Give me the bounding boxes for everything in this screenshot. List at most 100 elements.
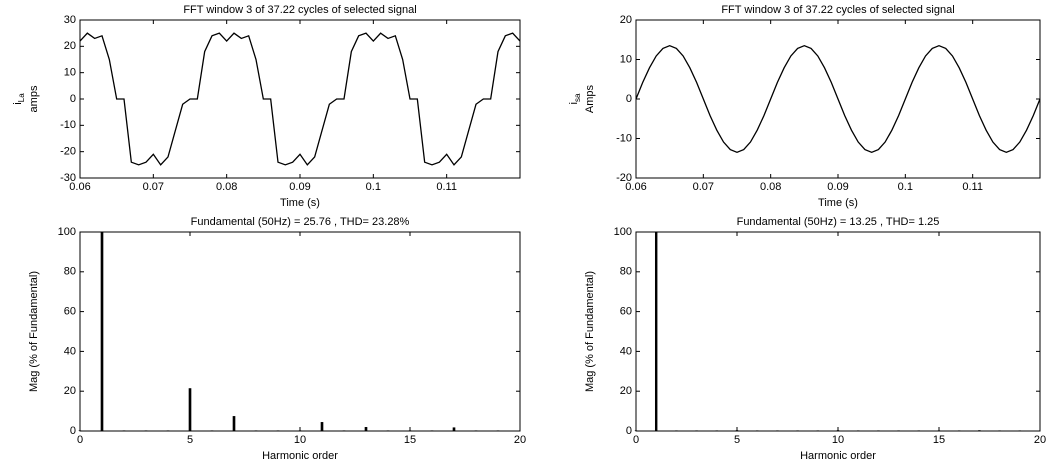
y-tick-label: 60 <box>620 306 632 318</box>
chart-title: FFT window 3 of 37.22 cycles of selected… <box>183 4 416 16</box>
x-tick-label: 0.09 <box>289 181 310 193</box>
y-tick-label: 60 <box>64 306 76 318</box>
bar <box>998 430 1001 431</box>
y-tick-label: 0 <box>626 425 632 437</box>
bar <box>166 430 170 431</box>
y-axis-symbol-text: i <box>12 102 24 104</box>
y-tick-label: 30 <box>64 14 76 26</box>
x-tick-label: 0.07 <box>693 181 714 193</box>
bar <box>78 430 82 431</box>
y-axis-subscript: sa <box>573 93 582 102</box>
chart-title: FFT window 3 of 37.22 cycles of selected… <box>721 4 954 16</box>
x-tick-label: 0 <box>633 434 639 446</box>
bar <box>408 430 412 431</box>
y-tick-label: 100 <box>614 226 632 238</box>
bar <box>755 430 759 431</box>
x-tick-label: 0 <box>77 434 83 446</box>
plot-area <box>635 231 1041 432</box>
bar <box>776 430 779 431</box>
y-tick-label: -20 <box>616 172 632 184</box>
y-tick-label: -10 <box>60 119 76 131</box>
x-tick-label: 0.07 <box>143 181 164 193</box>
bar <box>474 430 478 431</box>
bar <box>654 232 658 431</box>
bar <box>188 388 192 431</box>
x-tick-label: 5 <box>734 434 740 446</box>
bar <box>210 430 214 431</box>
x-tick-label: 20 <box>514 434 526 446</box>
y-tick-label: 0 <box>70 93 76 105</box>
bar <box>100 232 104 431</box>
bar <box>254 430 258 431</box>
bar <box>836 430 840 431</box>
x-axis-label: Time (s) <box>818 197 858 209</box>
y-tick-label: 80 <box>620 266 632 278</box>
x-tick-label: 10 <box>832 434 844 446</box>
bar <box>695 430 698 431</box>
y-tick-label: -20 <box>60 146 76 158</box>
bar <box>1018 430 1022 431</box>
x-axis-label: Harmonic order <box>800 450 876 462</box>
bar <box>735 430 739 431</box>
y-axis-symbol-text: i <box>568 102 580 104</box>
bar <box>276 430 280 431</box>
y-tick-label: 40 <box>620 345 632 357</box>
bar <box>430 430 434 431</box>
plot-area <box>79 19 521 179</box>
bar <box>978 430 981 431</box>
bar <box>897 430 900 431</box>
y-axis-symbol: iLa <box>12 93 26 105</box>
y-tick-label: -30 <box>60 172 76 184</box>
signal-line <box>79 32 521 166</box>
x-axis-label: Harmonic order <box>262 450 338 462</box>
bar <box>957 430 961 431</box>
y-axis-subscript: La <box>17 93 26 102</box>
x-tick-label: 20 <box>1034 434 1046 446</box>
x-axis-label: Time (s) <box>280 197 320 209</box>
bar <box>320 422 324 431</box>
x-tick-label: 10 <box>294 434 306 446</box>
y-tick-label: 20 <box>620 14 632 26</box>
x-tick-label: 0.1 <box>898 181 913 193</box>
bar <box>816 430 820 431</box>
y-axis-label: Amps <box>584 84 596 113</box>
y-axis-label: Mag (% of Fundamental) <box>584 271 596 392</box>
x-tick-label: 0.11 <box>436 181 457 193</box>
bar <box>298 430 302 431</box>
y-tick-label: 20 <box>64 385 76 397</box>
y-tick-label: 100 <box>58 226 76 238</box>
x-tick-label: 0.09 <box>827 181 848 193</box>
bar <box>675 430 678 431</box>
bar <box>342 430 346 431</box>
bar <box>856 430 860 431</box>
y-axis-label: Mag (% of Fundamental) <box>28 271 40 392</box>
y-axis-symbol: isa <box>568 93 582 104</box>
x-tick-label: 0.1 <box>366 181 381 193</box>
chart-title: Fundamental (50Hz) = 25.76 , THD= 23.28% <box>191 216 410 228</box>
y-tick-label: 40 <box>64 345 76 357</box>
y-tick-label: 10 <box>64 67 76 79</box>
y-tick-label: 20 <box>64 40 76 52</box>
bar <box>937 430 941 431</box>
chart-title: Fundamental (50Hz) = 13.25 , THD= 1.25 <box>737 216 940 228</box>
bar <box>232 416 236 431</box>
x-tick-label: 0.11 <box>962 181 983 193</box>
bar <box>364 427 368 431</box>
y-tick-label: -10 <box>616 132 632 144</box>
bar <box>496 430 500 431</box>
x-tick-label: 15 <box>404 434 416 446</box>
x-tick-label: 0.06 <box>69 181 90 193</box>
y-tick-label: 80 <box>64 266 76 278</box>
bar <box>386 430 390 431</box>
bar <box>715 430 719 431</box>
bar <box>917 430 921 431</box>
y-tick-label: 0 <box>70 425 76 437</box>
x-tick-label: 5 <box>187 434 193 446</box>
y-tick-label: 20 <box>620 385 632 397</box>
y-axis-label: amps <box>28 85 40 112</box>
x-tick-label: 15 <box>933 434 945 446</box>
signal-line <box>635 44 1041 154</box>
bar <box>452 427 456 431</box>
y-tick-label: 10 <box>620 53 632 65</box>
